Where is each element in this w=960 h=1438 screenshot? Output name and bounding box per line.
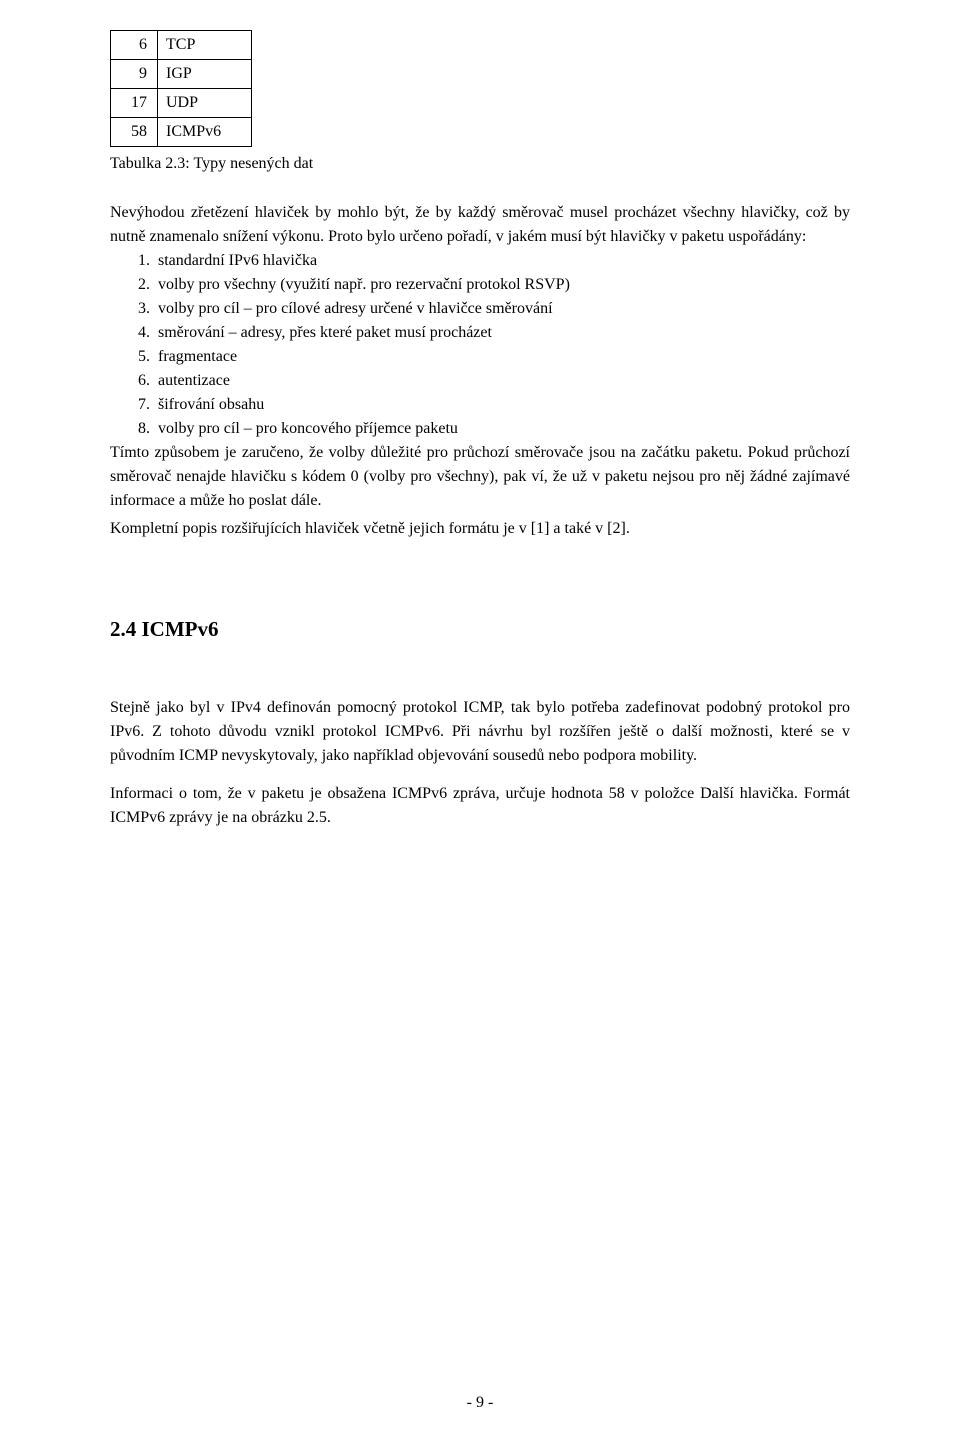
page: 6 TCP 9 IGP 17 UDP 58 ICMPv6 Tabulka 2.3… <box>0 0 960 1438</box>
paragraph: Tímto způsobem je zaručeno, že volby důl… <box>110 441 850 513</box>
list-item: autentizace <box>154 369 850 393</box>
table-caption: Tabulka 2.3: Typy nesených dat <box>110 155 850 173</box>
list-item: fragmentace <box>154 345 850 369</box>
page-number: - 9 - <box>0 1394 960 1412</box>
cell-num: 17 <box>111 89 158 118</box>
section-heading: 2.4 ICMPv6 <box>110 617 850 642</box>
list-item: volby pro cíl – pro cílové adresy určené… <box>154 297 850 321</box>
cell-num: 9 <box>111 60 158 89</box>
paragraph: Kompletní popis rozšiřujících hlaviček v… <box>110 517 850 541</box>
list-item: směrování – adresy, přes které paket mus… <box>154 321 850 345</box>
cell-num: 58 <box>111 118 158 147</box>
cell-num: 6 <box>111 31 158 60</box>
cell-name: IGP <box>158 60 252 89</box>
cell-name: UDP <box>158 89 252 118</box>
protocol-table: 6 TCP 9 IGP 17 UDP 58 ICMPv6 <box>110 30 252 147</box>
table-row: 9 IGP <box>111 60 252 89</box>
paragraph: Stejně jako byl v IPv4 definován pomocný… <box>110 696 850 768</box>
list-item: volby pro cíl – pro koncového příjemce p… <box>154 417 850 441</box>
list-item: volby pro všechny (využití např. pro rez… <box>154 273 850 297</box>
paragraph: Nevýhodou zřetězení hlaviček by mohlo bý… <box>110 201 850 249</box>
list-item: standardní IPv6 hlavička <box>154 249 850 273</box>
table-row: 17 UDP <box>111 89 252 118</box>
table-row: 6 TCP <box>111 31 252 60</box>
cell-name: TCP <box>158 31 252 60</box>
table-row: 58 ICMPv6 <box>111 118 252 147</box>
list-item: šifrování obsahu <box>154 393 850 417</box>
ordered-list: standardní IPv6 hlavička volby pro všech… <box>110 249 850 441</box>
paragraph: Informaci o tom, že v paketu je obsažena… <box>110 782 850 830</box>
cell-name: ICMPv6 <box>158 118 252 147</box>
